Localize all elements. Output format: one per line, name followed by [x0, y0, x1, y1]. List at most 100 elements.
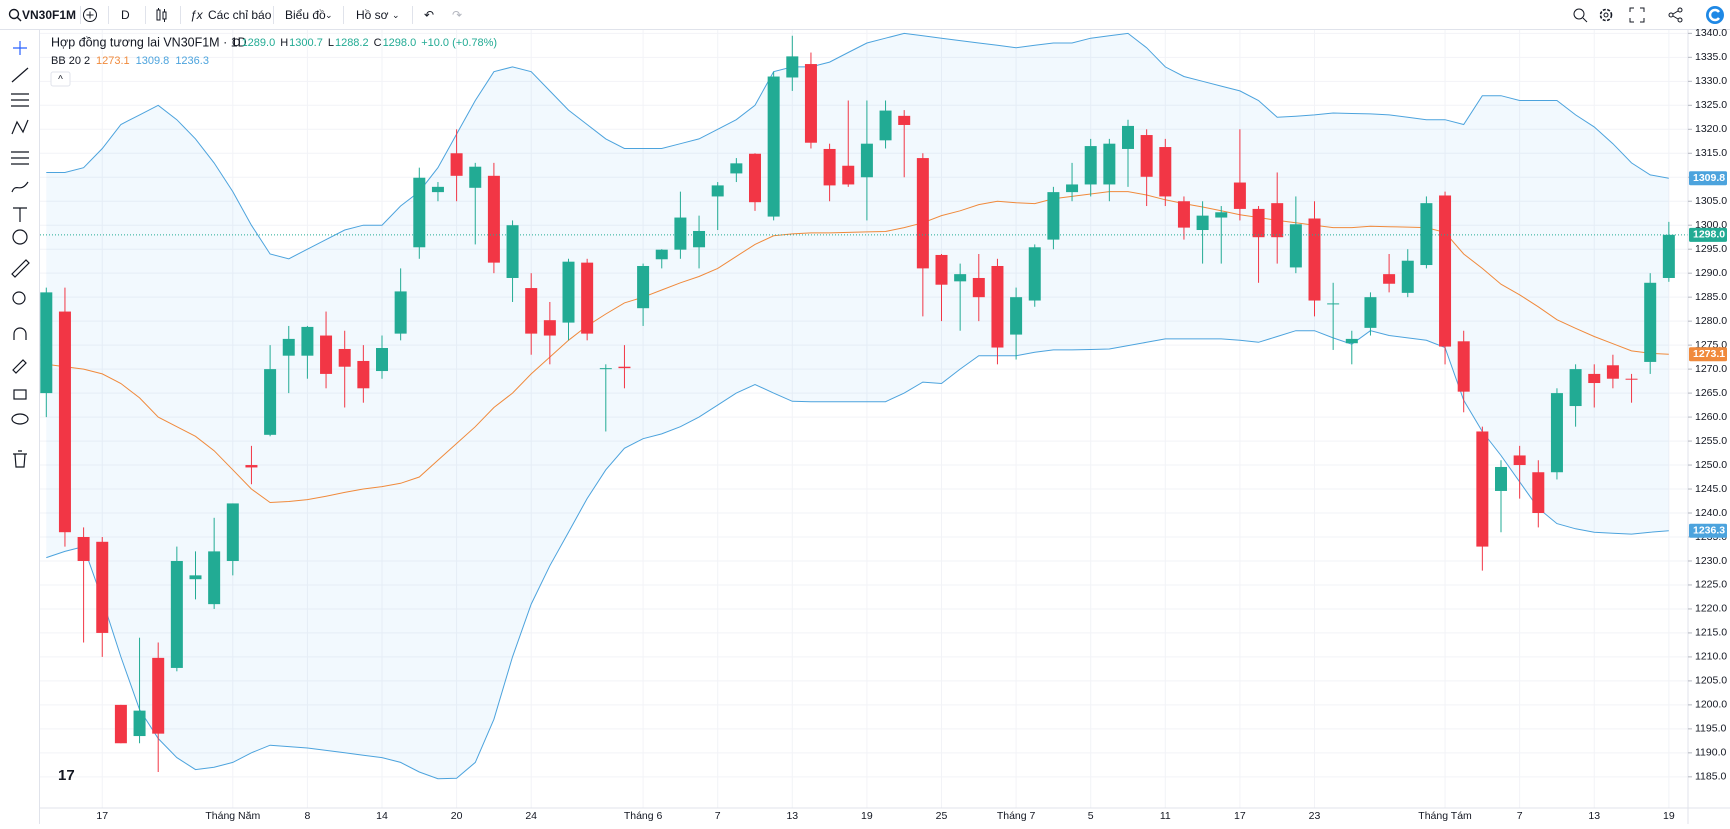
symbol[interactable]: VN30F1M: [22, 8, 77, 22]
y-tick-label: 1280.0: [1695, 315, 1727, 327]
chart-menu[interactable]: Biểu đồ: [285, 8, 326, 22]
candle-body: [1122, 125, 1134, 149]
collapse-icon: ^: [58, 75, 63, 86]
price-badge: [1689, 523, 1727, 538]
candle-body: [935, 254, 948, 285]
candle-body: [1345, 338, 1358, 344]
x-tick-label: 19: [861, 810, 873, 822]
candle-body: [543, 320, 556, 336]
candle-body: [1550, 393, 1563, 473]
undo[interactable]: ↶: [424, 8, 435, 22]
candle-body: [711, 185, 724, 197]
band-line: [46, 330, 1669, 780]
zoom-tool[interactable]: [12, 291, 26, 305]
candle-body: [394, 291, 407, 334]
candle-body: [1606, 365, 1619, 379]
redo[interactable]: ↷: [452, 8, 463, 22]
search-icon[interactable]: [8, 8, 22, 28]
add-symbol[interactable]: [82, 7, 98, 27]
visibility-tool[interactable]: [11, 413, 29, 425]
separator: [343, 6, 344, 24]
trend-line-tool[interactable]: [11, 67, 29, 83]
alert-icon[interactable]: [1572, 7, 1588, 27]
profile-menu[interactable]: Hồ sơ: [356, 8, 389, 22]
y-tick-label: 1225.0: [1695, 579, 1727, 591]
candle-body: [77, 536, 90, 561]
drawing-toolbar: [0, 30, 40, 824]
crosshair-tool[interactable]: [13, 41, 27, 55]
candle-body: [972, 277, 985, 298]
candle-body: [1196, 215, 1209, 231]
text-tool[interactable]: [13, 207, 27, 222]
candle-body: [1177, 201, 1190, 228]
candle-body: [431, 186, 444, 193]
y-tick-label: 1330.0: [1695, 75, 1727, 87]
y-tick-label: 1270.0: [1695, 363, 1727, 375]
chart-style[interactable]: [155, 7, 169, 27]
candle-body: [320, 335, 333, 374]
candle-body: [991, 265, 1004, 348]
legend-value: 1289.0: [242, 37, 276, 49]
candle-body: [1513, 455, 1526, 466]
fx-icon[interactable]: ƒx: [190, 8, 203, 22]
candle-body: [1289, 224, 1302, 268]
candle-body: [96, 541, 109, 633]
measure-tool[interactable]: [11, 259, 30, 278]
separator: [180, 6, 181, 24]
candle-body: [1252, 208, 1265, 238]
x-tick-label: 25: [936, 810, 948, 822]
candle-body: [637, 265, 650, 309]
settings-icon[interactable]: [1598, 7, 1614, 27]
candle-body: [1066, 184, 1079, 193]
delete-tool[interactable]: [13, 450, 27, 468]
indicator-name: BB 20 2: [51, 55, 90, 67]
fib-tool[interactable]: [11, 93, 29, 107]
candle-body: [133, 710, 146, 737]
candle-body: [1308, 218, 1321, 301]
y-tick-label: 1275.0: [1695, 339, 1727, 351]
x-tick-label: 13: [786, 810, 798, 822]
interval[interactable]: D: [121, 8, 130, 22]
candle-body: [898, 115, 911, 125]
brush-tool[interactable]: [11, 181, 29, 193]
candle-body: [1233, 182, 1246, 209]
drawing-tools: [11, 41, 30, 468]
separator: [273, 6, 274, 24]
x-tick-label: Tháng 6: [624, 810, 663, 822]
magnet-tool[interactable]: [13, 327, 27, 340]
fullscreen-icon[interactable]: [1629, 7, 1645, 27]
price-badge-label: 1273.1: [1693, 348, 1725, 360]
candle-body: [730, 163, 743, 174]
x-tick-label: 11: [1160, 810, 1171, 822]
candle-body: [1047, 192, 1060, 240]
share-icon[interactable]: [1668, 7, 1684, 27]
candle-body: [786, 56, 799, 78]
legend-title: Hợp đồng tương lai VN30F1M · 1D: [51, 35, 247, 49]
legend-key: H: [280, 37, 288, 49]
y-tick-label: 1190.0: [1695, 747, 1726, 759]
candle-body: [264, 369, 277, 435]
indicators[interactable]: Các chỉ báo: [208, 8, 272, 22]
separator: [145, 6, 146, 24]
collapse-button[interactable]: [50, 71, 71, 87]
x-tick-label: 8: [304, 810, 310, 822]
x-tick-label: 23: [1309, 810, 1321, 822]
stay-drawing-tool[interactable]: [12, 359, 27, 374]
y-tick-label: 1305.0: [1695, 195, 1727, 207]
y-tick-label: 1310.0: [1695, 171, 1727, 183]
x-tick-label: Tháng Tám: [1418, 810, 1472, 822]
candle-body: [823, 148, 836, 186]
candle-body: [208, 551, 221, 605]
candle-body: [1476, 431, 1489, 547]
projection-tool[interactable]: [11, 151, 29, 165]
icon-tool[interactable]: [12, 229, 28, 245]
pattern-tool[interactable]: [11, 119, 29, 135]
brand-logo[interactable]: [1705, 5, 1725, 25]
separator: [412, 6, 413, 24]
lock-tool[interactable]: [13, 389, 27, 400]
price-badge: [1689, 347, 1727, 362]
indicator-value: 1236.3: [175, 55, 209, 67]
candle-body: [1103, 143, 1116, 185]
candle-body: [767, 76, 780, 217]
